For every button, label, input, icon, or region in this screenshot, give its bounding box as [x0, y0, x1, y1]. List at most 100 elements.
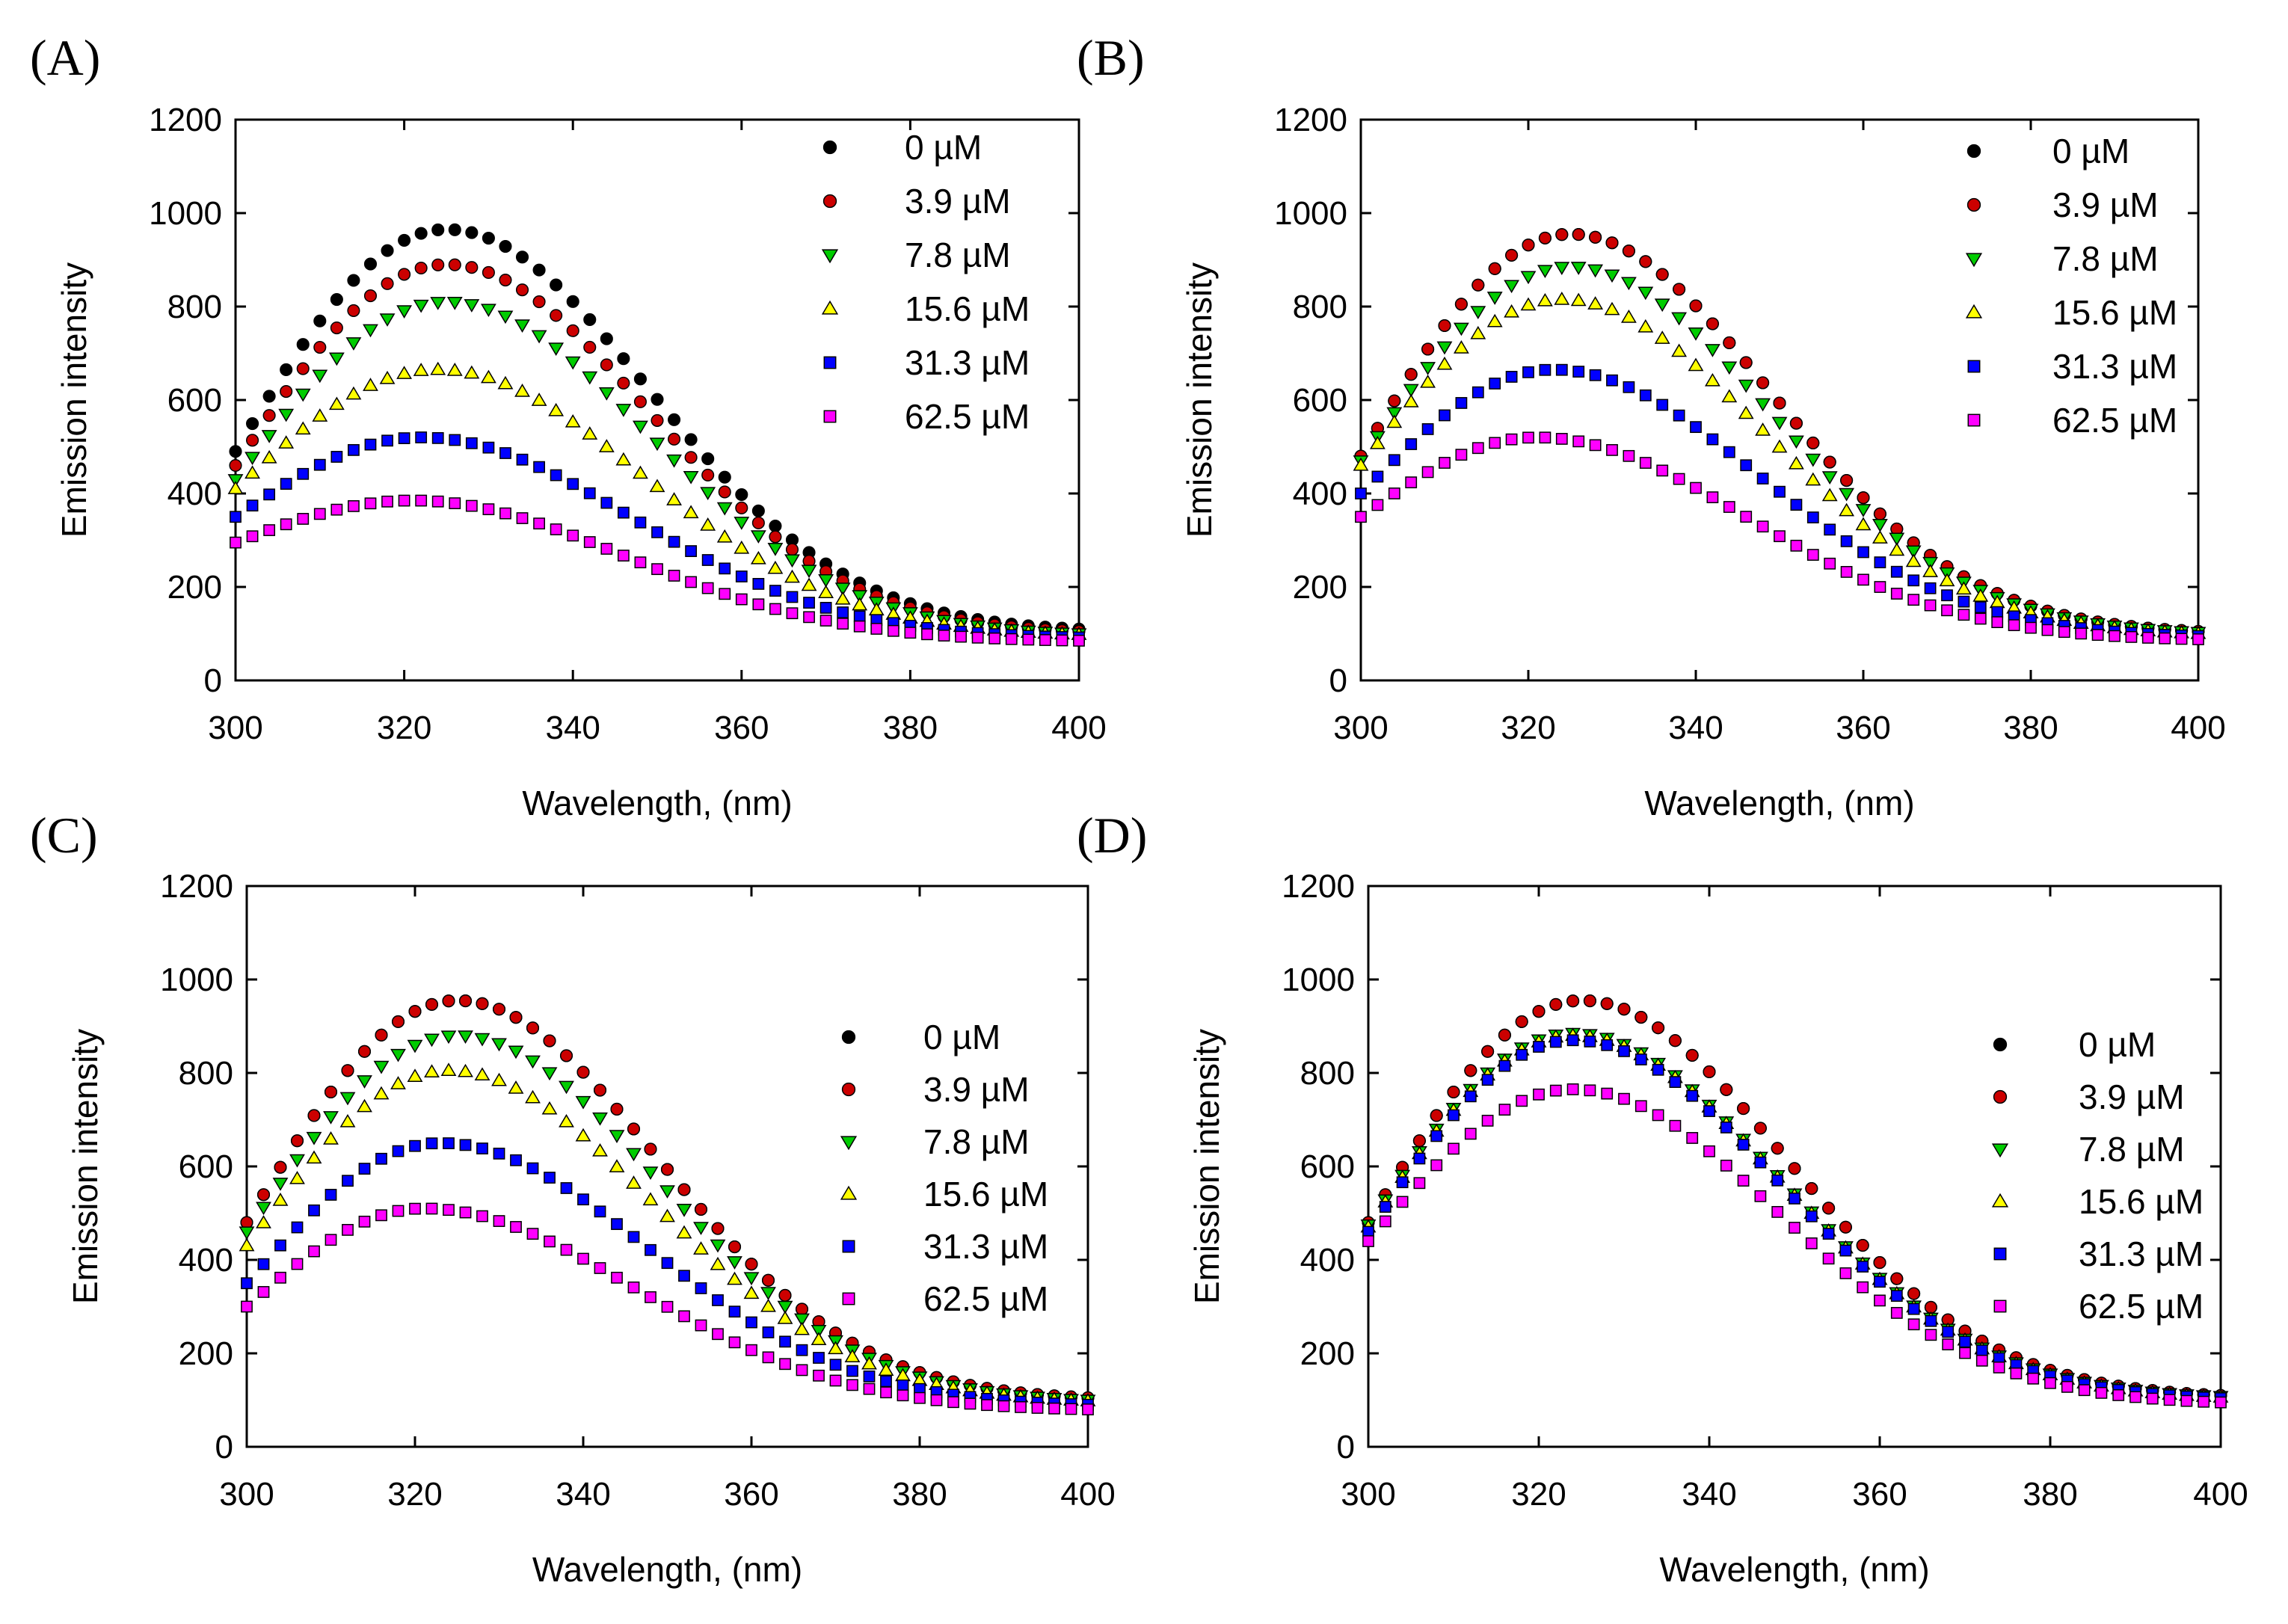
data-point: [649, 479, 665, 493]
y-tick-label: 200: [167, 569, 222, 606]
data-point: [407, 1039, 423, 1054]
data-point: [448, 258, 461, 271]
y-tick-label: 0: [1337, 1429, 1355, 1465]
series-5: [1355, 431, 2204, 645]
data-point: [414, 261, 428, 275]
data-point: [381, 495, 393, 508]
data-point: [1520, 271, 1537, 285]
y-tick-label: 1000: [1282, 962, 1355, 998]
data-point: [375, 1209, 387, 1222]
data-point: [1822, 1252, 1835, 1265]
data-point: [375, 1152, 387, 1165]
data-point: [634, 556, 647, 569]
data-point: [347, 304, 360, 317]
data-point: [289, 1154, 305, 1168]
data-point: [541, 1101, 558, 1115]
data-point: [476, 1142, 488, 1154]
legend-marker: [840, 1136, 858, 1151]
data-point: [2091, 629, 2104, 642]
data-point: [834, 591, 851, 605]
data-point: [440, 1030, 457, 1045]
data-point: [1790, 539, 1803, 552]
data-point: [1522, 431, 1534, 444]
data-point: [735, 487, 748, 502]
y-tick-label: 600: [167, 382, 222, 419]
data-point: [678, 1270, 690, 1282]
data-point: [1688, 357, 1704, 372]
data-point: [1941, 589, 1953, 602]
data-point: [1890, 1307, 1903, 1319]
data-point: [1405, 438, 1418, 450]
data-point: [532, 295, 546, 309]
data-point: [392, 1205, 405, 1217]
data-point: [1481, 1045, 1495, 1058]
data-point: [593, 1083, 607, 1097]
data-point: [508, 1045, 524, 1059]
data-point: [1489, 378, 1501, 390]
data-point: [659, 1185, 675, 1199]
data-point: [1403, 394, 1419, 407]
data-point: [1353, 457, 1369, 471]
data-point: [1362, 1235, 1374, 1247]
data-point: [1720, 1083, 1733, 1096]
data-point: [1673, 283, 1686, 296]
legend-label: 3.9 µM: [2052, 185, 2159, 224]
data-point: [1788, 1162, 1801, 1175]
data-point: [274, 1239, 286, 1252]
data-point: [2041, 624, 2054, 636]
data-point: [1975, 1344, 1988, 1357]
data-point: [1481, 1114, 1494, 1127]
data-point: [701, 554, 714, 566]
data-point: [1756, 520, 1769, 533]
y-tick-label: 600: [1300, 1148, 1355, 1185]
data-point: [1447, 1085, 1460, 1099]
data-point: [852, 590, 868, 603]
data-point: [559, 1113, 574, 1128]
data-point: [567, 529, 579, 542]
data-point: [677, 1183, 691, 1196]
data-point: [1806, 436, 1820, 450]
data-point: [499, 274, 512, 287]
data-point: [525, 1055, 541, 1069]
data-point: [1584, 1084, 1596, 1097]
data-point: [1355, 511, 1367, 523]
data-point: [1789, 416, 1803, 430]
data-point: [1486, 292, 1503, 305]
data-point: [1922, 556, 1939, 570]
data-point: [1403, 384, 1419, 398]
data-point: [272, 1178, 289, 1191]
data-point: [1723, 446, 1735, 458]
data-point: [863, 1382, 876, 1395]
data-point: [274, 1160, 287, 1174]
data-point: [1555, 363, 1568, 376]
data-point: [1959, 1335, 1971, 1348]
data-point: [1739, 356, 1753, 369]
data-point: [1788, 435, 1804, 449]
data-point: [1839, 1267, 1852, 1279]
data-point: [818, 585, 834, 598]
data-point: [1874, 1294, 1886, 1307]
data-point: [363, 289, 378, 303]
data-point: [531, 330, 547, 344]
data-point: [493, 1147, 505, 1160]
data-point: [1388, 394, 1401, 407]
data-point: [312, 408, 328, 422]
data-point: [339, 1092, 356, 1106]
data-point: [897, 1389, 909, 1402]
data-point: [617, 506, 630, 519]
data-point: [230, 536, 242, 549]
data-point: [357, 1045, 372, 1058]
data-point: [1637, 319, 1654, 333]
data-point: [1720, 1122, 1732, 1134]
data-point: [1907, 1318, 1920, 1331]
y-tick-label: 1200: [1282, 868, 1355, 905]
data-point: [1464, 1128, 1477, 1140]
data-point: [1805, 1237, 1818, 1249]
data-point: [1737, 1139, 1750, 1151]
data-point: [1706, 491, 1719, 504]
data-point: [887, 624, 899, 637]
data-point: [1617, 1003, 1631, 1016]
data-point: [364, 497, 377, 510]
data-point: [482, 232, 495, 245]
data-point: [837, 618, 849, 630]
